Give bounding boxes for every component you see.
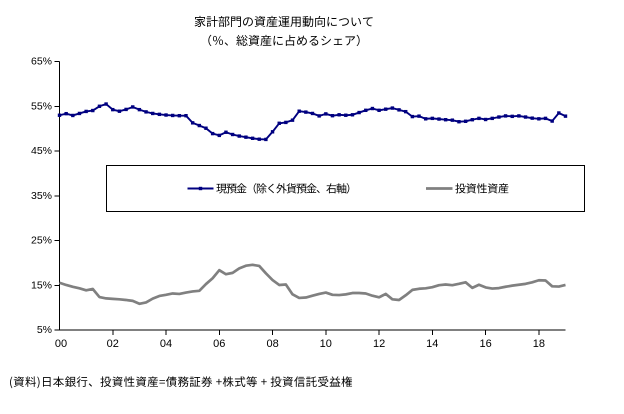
svg-text:14: 14 — [426, 338, 438, 350]
svg-text:06: 06 — [213, 338, 225, 350]
svg-text:02: 02 — [107, 338, 119, 350]
svg-text:65%: 65% — [31, 56, 52, 68]
svg-text:08: 08 — [266, 338, 278, 350]
svg-text:18: 18 — [533, 338, 545, 350]
svg-text:55%: 55% — [31, 100, 52, 112]
svg-text:45%: 45% — [31, 145, 52, 157]
svg-text:12: 12 — [373, 338, 385, 350]
svg-text:5%: 5% — [37, 324, 52, 336]
svg-text:現預金（除く外貨預金、右軸）: 現預金（除く外貨預金、右軸） — [216, 181, 356, 197]
svg-text:投資性資産: 投資性資産 — [455, 181, 509, 197]
svg-text:16: 16 — [479, 338, 491, 350]
svg-text:35%: 35% — [31, 190, 52, 202]
svg-text:10: 10 — [320, 338, 332, 350]
svg-text:15%: 15% — [31, 279, 52, 291]
svg-text:25%: 25% — [31, 235, 52, 247]
svg-text:04: 04 — [160, 338, 172, 350]
svg-text:00: 00 — [55, 338, 67, 350]
